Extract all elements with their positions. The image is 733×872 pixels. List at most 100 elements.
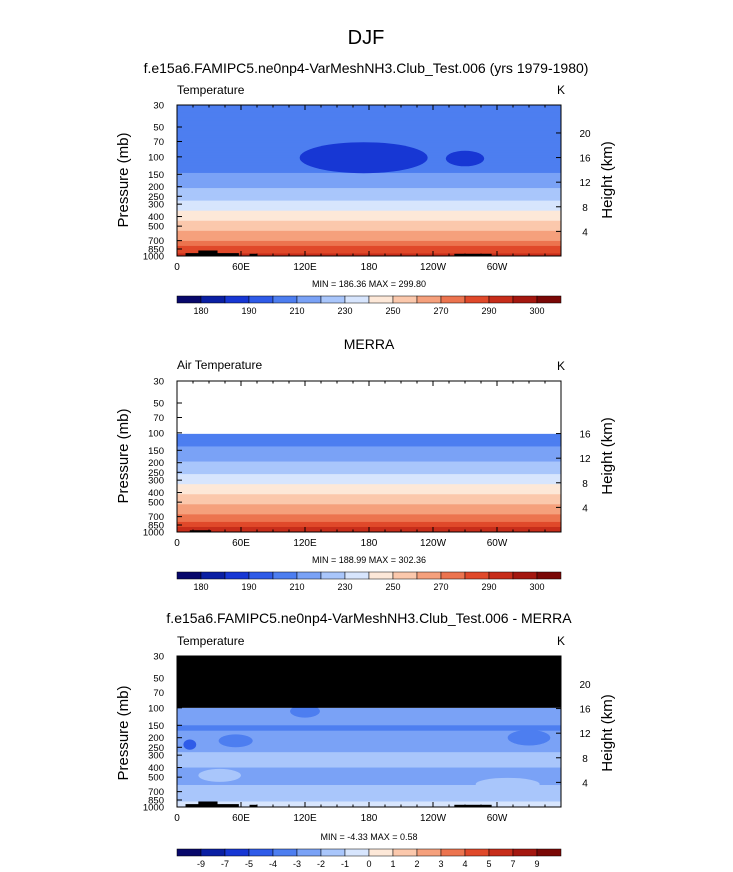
contour-band <box>177 524 561 528</box>
y-tick-label: 400 <box>148 212 164 223</box>
contour-band <box>177 180 561 184</box>
y-tick-label: 150 <box>148 721 164 732</box>
y-tick-label: 400 <box>148 763 164 774</box>
x-tick-label: 60W <box>487 538 508 549</box>
contour-band <box>177 506 561 510</box>
y-tick-label: 150 <box>148 170 164 181</box>
colorbar-label: 190 <box>241 306 256 316</box>
y-tick-label: 200 <box>148 733 164 744</box>
colorbar-label: 300 <box>529 582 544 592</box>
anomaly-patch <box>218 734 253 748</box>
contour-band <box>177 459 561 463</box>
plot-area: 0 60E 120E 180 120W 60W3050701001502002503004… <box>143 652 591 825</box>
contour-band <box>177 190 561 194</box>
anomaly-band <box>177 730 561 753</box>
topography <box>198 250 218 256</box>
cold-spot <box>299 142 428 174</box>
contour-band <box>177 443 561 448</box>
y2-tick-label: 12 <box>579 729 591 740</box>
contour-band <box>177 188 561 192</box>
colorbar-swatch <box>488 295 514 304</box>
y-tick-label: 30 <box>153 101 164 112</box>
y2-tick-label: 8 <box>582 203 588 214</box>
y-tick-label: 300 <box>148 751 164 762</box>
colorbar-label: 270 <box>433 582 448 592</box>
x-tick-label: 180 <box>361 262 378 273</box>
contour-band <box>177 476 561 480</box>
y-tick-label: 30 <box>153 377 164 388</box>
anomaly-band <box>177 725 561 732</box>
anomaly-band <box>177 785 561 803</box>
units-label: K <box>557 83 565 97</box>
y-tick-label: 850 <box>148 796 164 807</box>
contour-band <box>177 120 561 124</box>
contour-band <box>177 205 561 209</box>
y2-tick-label: 16 <box>579 154 591 165</box>
contour-band <box>177 223 561 227</box>
contour-band <box>177 494 561 498</box>
y-axis-label: Pressure (mb) <box>115 685 132 780</box>
colorbar-label: -2 <box>317 859 325 869</box>
contour-band <box>177 451 561 455</box>
contour-band <box>177 115 561 119</box>
colorbar-label: 0 <box>366 859 371 869</box>
variable-label: Air Temperature <box>177 358 262 372</box>
contour-band <box>177 213 561 217</box>
anomaly-patch <box>198 768 242 782</box>
y-tick-label: 850 <box>148 245 164 256</box>
colorbar-label: 180 <box>193 306 208 316</box>
colorbar-label: 5 <box>486 859 491 869</box>
field <box>177 105 561 256</box>
contour-band <box>177 140 561 144</box>
colorbar-label: 300 <box>529 306 544 316</box>
y-tick-label: 700 <box>148 236 164 247</box>
y-tick-label: 500 <box>148 498 164 509</box>
y-tick-label: 50 <box>153 673 164 684</box>
colorbar-label: 230 <box>337 306 352 316</box>
x-tick-label: 180 <box>361 813 378 824</box>
contour-band <box>177 453 561 458</box>
contour-band <box>177 461 561 465</box>
contour-band <box>177 484 561 488</box>
plot-area: 0 60E 120E 180 120W 60W3050701001502002503004… <box>143 101 591 274</box>
colorbar-swatch <box>272 848 298 857</box>
contour-band <box>177 200 561 204</box>
colorbar-label: 210 <box>289 306 304 316</box>
plot-area: 0 60E 120E 180 120W 60W3050701001502002503004… <box>143 377 591 550</box>
colorbar-label: 230 <box>337 582 352 592</box>
anomaly-band <box>177 752 561 769</box>
y-tick-label: 500 <box>148 773 164 784</box>
colorbar-swatch <box>176 848 202 857</box>
topography <box>454 253 492 256</box>
x-tick-label: 60E <box>232 813 250 824</box>
x-tick-label: 120E <box>293 262 317 273</box>
field <box>177 381 561 532</box>
panel-merra: MERRA Air Temperature K Pressure (mb) He… <box>115 336 616 592</box>
y-tick-label: 1000 <box>143 528 164 539</box>
contour-band <box>177 466 561 470</box>
y2-tick-label: 4 <box>582 778 588 789</box>
contour-band <box>177 448 561 453</box>
colorbar-swatch <box>296 848 322 857</box>
contour-band <box>177 122 561 126</box>
y2-tick-label: 4 <box>582 227 588 238</box>
colorbar-swatch <box>200 848 226 857</box>
y-tick-label: 300 <box>148 200 164 211</box>
y-tick-label: 100 <box>148 152 164 163</box>
colorbar-label: 290 <box>481 582 496 592</box>
contour-band <box>177 215 561 219</box>
contour-band <box>177 172 561 177</box>
stats-label: MIN = 186.36 MAX = 299.80 <box>312 279 426 289</box>
colorbar-label: 9 <box>534 859 539 869</box>
colorbar-label: 190 <box>241 582 256 592</box>
colorbar-label: 180 <box>193 582 208 592</box>
y2-tick-label: 16 <box>579 705 591 716</box>
colorbar-swatch <box>416 848 442 857</box>
x-tick-label: 60W <box>487 813 508 824</box>
colorbar-swatch <box>344 295 370 304</box>
contour-band <box>177 446 561 450</box>
topography <box>249 253 257 256</box>
missing-region <box>177 381 561 433</box>
y2-tick-label: 8 <box>582 479 588 490</box>
